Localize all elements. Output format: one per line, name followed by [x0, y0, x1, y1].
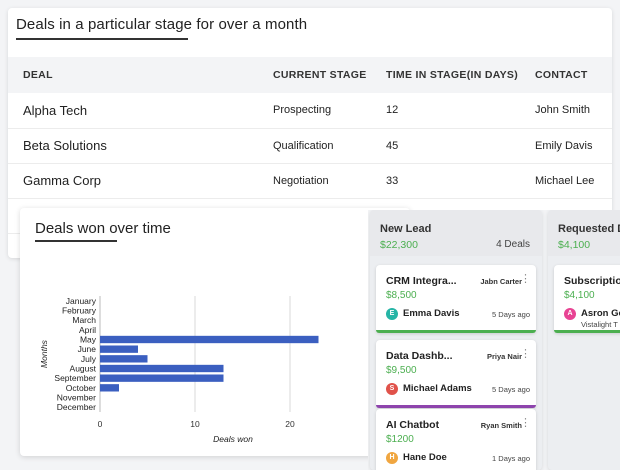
y-tick-label: February: [62, 306, 97, 316]
stage-color-bar: [554, 330, 620, 333]
deal-card-age: 5 Days ago: [492, 385, 530, 394]
stale-deals-card: Deals in a particular stage for over a m…: [8, 8, 612, 258]
deal-card-age: 1 Days ago: [492, 454, 530, 463]
column-header: Requested De $4,100: [548, 210, 620, 256]
column-new-lead: New Lead $22,300 4 Deals CRM Integra... …: [370, 210, 542, 470]
deal-card-value: $9,500: [386, 365, 417, 376]
deal-card-contact: Hane Doe: [403, 452, 447, 463]
stale-deals-title: Deals in a particular stage for over a m…: [16, 16, 308, 33]
deal-card-contact: Emma Davis: [403, 308, 460, 319]
deals-won-chart-card: 0102030JanuaryFebruaryMarchAprilMayJuneJ…: [20, 208, 410, 456]
chart-title: Deals won over time: [35, 220, 171, 237]
contact-cell: Emily Davis: [520, 128, 612, 164]
y-tick-label: August: [70, 364, 97, 374]
deal-card-age: 5 Days ago: [492, 310, 530, 319]
deal-card[interactable]: Data Dashb... Priya Nair ⋮ $9,500 S Mich…: [376, 340, 536, 408]
y-tick-label: October: [66, 383, 96, 393]
bar: [100, 374, 224, 382]
deal-cell: Gamma Corp: [8, 163, 258, 199]
avatar: A: [564, 308, 576, 320]
title-underline: [16, 38, 188, 40]
stage-color-bar: [376, 330, 536, 333]
deal-card-title: AI Chatbot: [386, 419, 440, 431]
deal-card-owner: Jabn Carter: [480, 277, 522, 286]
deal-card-value: $8,500: [386, 290, 417, 301]
column-header-contact[interactable]: CONTACT: [520, 57, 612, 93]
stage-cell: Prospecting: [258, 93, 371, 129]
y-tick-label: December: [57, 402, 96, 412]
deal-card-value: $1200: [386, 434, 414, 445]
deal-cell: Alpha Tech: [8, 93, 258, 129]
days-cell: 12: [371, 93, 520, 129]
contact-cell: John Smith: [520, 93, 612, 129]
column-header-time[interactable]: TIME IN STAGE(IN DAYS): [371, 57, 520, 93]
contact-cell: Michael Lee: [520, 163, 612, 199]
deal-card-contact: Michael Adams: [403, 383, 472, 394]
kebab-menu-icon[interactable]: ⋮: [520, 273, 531, 285]
bar: [100, 335, 319, 344]
deal-card-contact: Asron Gor: [581, 308, 620, 319]
days-cell: 33: [371, 163, 520, 199]
deal-card-owner: Priya Nair: [486, 352, 522, 361]
deal-card-owner: Ryan Smith: [480, 421, 522, 430]
column-name: New Lead: [380, 223, 432, 235]
stale-deals-table: DEAL CURRENT STAGE TIME IN STAGE(IN DAYS…: [8, 57, 612, 234]
y-tick-label: November: [57, 393, 96, 403]
bar: [100, 345, 138, 353]
column-header: New Lead $22,300 4 Deals: [370, 210, 542, 256]
bar: [100, 384, 119, 392]
x-axis-label: Deals won: [213, 434, 253, 444]
column-deal-count: 4 Deals: [496, 239, 530, 250]
deal-card-value: $4,100: [564, 290, 595, 301]
y-tick-label: January: [66, 296, 97, 306]
avatar: H: [386, 452, 398, 464]
deals-won-chart: 0102030JanuaryFebruaryMarchAprilMayJuneJ…: [39, 296, 390, 444]
deal-card-company: Vistalight T: [581, 320, 618, 329]
kebab-menu-icon[interactable]: ⋮: [520, 417, 531, 429]
table-row[interactable]: Alpha Tech Prospecting 12 John Smith: [8, 93, 612, 129]
deal-card-title: Data Dashb...: [386, 350, 453, 362]
column-amount: $22,300: [380, 239, 418, 251]
column-name: Requested De: [558, 223, 620, 235]
avatar: S: [386, 383, 398, 395]
deal-card[interactable]: AI Chatbot Ryan Smith ⋮ $1200 H Hane Doe…: [376, 409, 536, 470]
stage-cell: Negotiation: [258, 163, 371, 199]
stage-cell: Qualification: [258, 128, 371, 164]
column-header-stage[interactable]: CURRENT STAGE: [258, 57, 371, 93]
y-tick-label: April: [79, 325, 96, 335]
column-header-deal[interactable]: DEAL: [8, 57, 258, 93]
bar: [100, 364, 224, 373]
pipeline-board: New Lead $22,300 4 Deals CRM Integra... …: [368, 210, 620, 470]
column-requested: Requested De $4,100 Subscriptio... $4,10…: [548, 210, 620, 470]
x-tick-label: 10: [190, 419, 200, 429]
avatar: E: [386, 308, 398, 320]
column-amount: $4,100: [558, 239, 591, 251]
x-tick-label: 0: [98, 419, 103, 429]
deal-card-title: CRM Integra...: [386, 275, 457, 287]
y-tick-label: June: [78, 344, 97, 354]
deal-card[interactable]: Subscriptio... $4,100 A Asron Gor Vistal…: [554, 265, 620, 333]
y-tick-label: July: [81, 354, 97, 364]
table-header-row: DEAL CURRENT STAGE TIME IN STAGE(IN DAYS…: [8, 57, 612, 93]
bar: [100, 355, 148, 363]
x-tick-label: 20: [285, 419, 295, 429]
table-row[interactable]: Gamma Corp Negotiation 33 Michael Lee: [8, 163, 612, 199]
deal-cell: Beta Solutions: [8, 128, 258, 164]
table-row[interactable]: Beta Solutions Qualification 45 Emily Da…: [8, 128, 612, 164]
stage-color-bar: [376, 405, 536, 408]
deal-card[interactable]: CRM Integra... Jabn Carter ⋮ $8,500 E Em…: [376, 265, 536, 333]
y-axis-label: Months: [39, 339, 49, 368]
kebab-menu-icon[interactable]: ⋮: [520, 348, 531, 360]
y-tick-label: March: [72, 315, 96, 325]
days-cell: 45: [371, 128, 520, 164]
chart-title-underline: [35, 240, 117, 242]
y-tick-label: September: [54, 373, 96, 383]
y-tick-label: May: [80, 335, 97, 345]
deal-card-title: Subscriptio...: [564, 275, 620, 287]
